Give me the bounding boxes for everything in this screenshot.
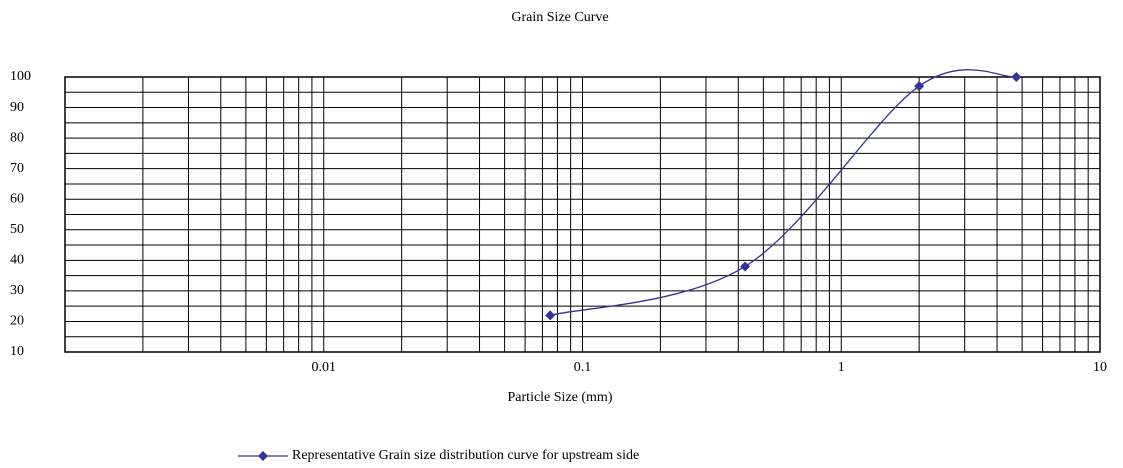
y-tick-label: 20 bbox=[10, 314, 24, 329]
plot-frame bbox=[64, 76, 1101, 353]
y-tick-label: 30 bbox=[10, 283, 24, 298]
y-tick-label: 10 bbox=[10, 344, 24, 359]
data-point bbox=[1011, 72, 1022, 82]
x-tick-label: 0.01 bbox=[312, 360, 337, 375]
x-axis-label: Particle Size (mm) bbox=[508, 390, 613, 405]
chart-title: Grain Size Curve bbox=[511, 10, 608, 25]
y-tick-label: 90 bbox=[10, 100, 24, 115]
y-tick-label: 40 bbox=[10, 253, 24, 268]
data-point bbox=[914, 81, 925, 92]
y-tick-label: 60 bbox=[10, 191, 24, 206]
x-tick-label: 1 bbox=[838, 360, 845, 375]
legend-label: Representative Grain size distribution c… bbox=[292, 448, 639, 463]
y-tick-label: 70 bbox=[10, 161, 24, 176]
series-line bbox=[550, 69, 1017, 316]
y-tick-label: 80 bbox=[10, 130, 24, 145]
data-point bbox=[545, 310, 556, 321]
legend-marker bbox=[258, 451, 268, 461]
x-tick-label: 0.1 bbox=[574, 360, 592, 375]
x-tick-label: 10 bbox=[1093, 360, 1107, 375]
data-point bbox=[740, 261, 751, 272]
y-tick-label: 100 bbox=[10, 69, 31, 84]
y-tick-label: 50 bbox=[10, 222, 24, 237]
